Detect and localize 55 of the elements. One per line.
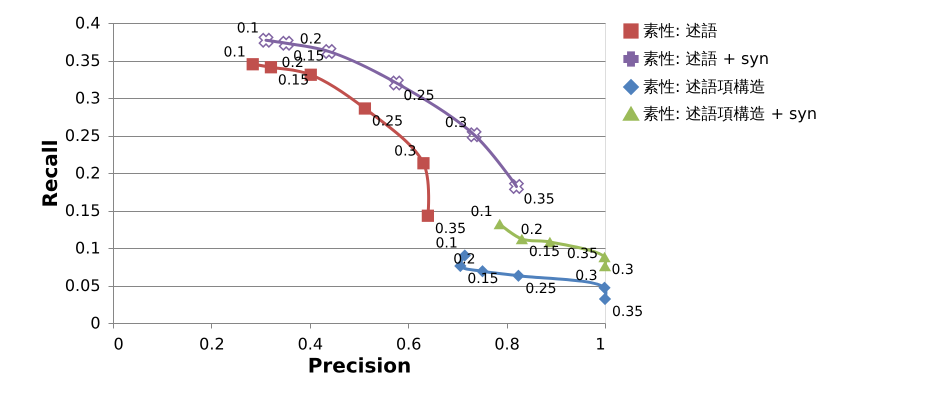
- point: [417, 157, 430, 170]
- y-tick-label: 0.35: [64, 51, 100, 70]
- annotation: 0.15: [528, 244, 560, 260]
- annotation: 0.35: [434, 220, 466, 237]
- legend-label: 素性: 述語項構造 + syn: [643, 104, 817, 123]
- annotation: 0.1: [436, 236, 458, 252]
- y-tick-label: 0: [90, 314, 100, 332]
- y-tick-label: 0.05: [64, 276, 100, 295]
- point: [422, 210, 434, 222]
- y-tick-label: 0.1: [75, 238, 100, 258]
- point: [264, 61, 278, 74]
- annotation: 0.35: [566, 246, 598, 262]
- annotation: 0.2: [520, 222, 543, 238]
- point: [598, 260, 612, 272]
- annotation: 0.3: [612, 262, 634, 278]
- annotation: 0.3: [575, 268, 598, 284]
- annotation: 0.35: [523, 192, 555, 208]
- annotation: 0.15: [278, 72, 310, 88]
- annotation: 0.1: [223, 44, 246, 60]
- annotation: 0.15: [467, 271, 499, 287]
- legend-label: 素性: 述語項構造: [643, 77, 766, 96]
- x-tick-label: 0.2: [199, 334, 225, 354]
- y-tick-label: 0.15: [64, 201, 100, 220]
- y-tick-label: 0.25: [64, 126, 100, 145]
- point: [358, 102, 372, 115]
- y-tick-label: 0.2: [75, 164, 100, 182]
- x-tick-label: 0.4: [298, 334, 324, 354]
- annotation: 0.25: [525, 280, 557, 297]
- point: [246, 58, 259, 70]
- annotation: 0.35: [612, 304, 644, 320]
- x-tick-label: 0.8: [494, 334, 520, 354]
- y-tick-label: 0.4: [75, 14, 100, 32]
- legend-label: 素性: 述語 + syn: [643, 49, 769, 68]
- legend-label: 素性: 述語: [643, 21, 718, 40]
- point: [516, 234, 528, 244]
- x-tick-label: 0: [114, 334, 124, 354]
- x-axis-title: Precision: [308, 354, 412, 378]
- annotation: 0.3: [394, 143, 416, 160]
- annotation: 0.1: [470, 204, 493, 220]
- point: [509, 179, 524, 194]
- point: [598, 282, 611, 294]
- annotation: 0.2: [300, 32, 322, 48]
- x-tick-label: 0.6: [396, 334, 422, 354]
- y-tick-label: 0.3: [75, 88, 100, 108]
- point: [258, 32, 274, 48]
- point: [598, 292, 612, 306]
- x-tick-label: 1: [595, 334, 606, 354]
- point: [466, 127, 482, 142]
- point: [322, 44, 336, 59]
- annotation: 0.1: [236, 20, 260, 36]
- y-axis-title: Recall: [38, 139, 62, 208]
- point: [512, 270, 525, 282]
- point: [278, 36, 294, 51]
- point: [598, 252, 611, 262]
- point: [389, 76, 404, 90]
